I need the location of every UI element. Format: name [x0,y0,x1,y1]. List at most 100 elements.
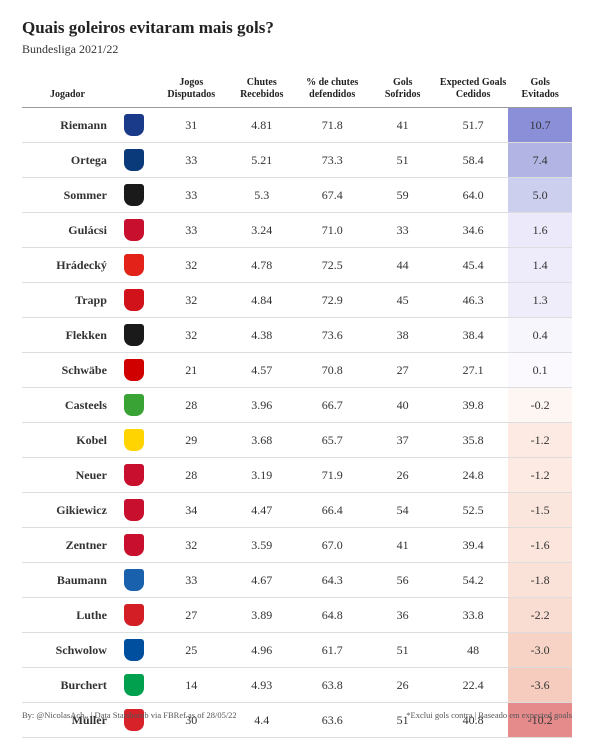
cell-avoided: 1.3 [508,283,572,318]
cell-xg: 39.4 [438,528,508,563]
cell-savepct: 73.6 [297,318,367,353]
cell-games: 33 [156,143,226,178]
cell-shots: 4.38 [227,318,297,353]
table-row: Schwolow254.9661.75148-3.0 [22,633,572,668]
cell-savepct: 63.6 [297,703,367,738]
cell-shots: 4.84 [227,283,297,318]
player-name: Gulácsi [22,213,113,248]
table-row: Flekken324.3873.63838.40.4 [22,318,572,353]
cell-shots: 4.78 [227,248,297,283]
column-header: Jogador [22,71,113,108]
cell-avoided: -3.6 [508,668,572,703]
cell-savepct: 64.8 [297,598,367,633]
team-crest [113,388,156,423]
table-row: Casteels283.9666.74039.8-0.2 [22,388,572,423]
cell-shots: 5.21 [227,143,297,178]
cell-shots: 3.96 [227,388,297,423]
cell-goals: 44 [367,248,437,283]
table-row: Burchert144.9363.82622.4-3.6 [22,668,572,703]
cell-xg: 38.4 [438,318,508,353]
table-row: Kobel293.6865.73735.8-1.2 [22,423,572,458]
column-header: Expected GoalsCedidos [438,71,508,108]
cell-avoided: -0.2 [508,388,572,423]
cell-goals: 26 [367,668,437,703]
cell-savepct: 72.5 [297,248,367,283]
table-row: Luthe273.8964.83633.8-2.2 [22,598,572,633]
team-crest [113,353,156,388]
cell-savepct: 66.4 [297,493,367,528]
cell-savepct: 73.3 [297,143,367,178]
team-crest [113,178,156,213]
cell-avoided: 0.4 [508,318,572,353]
player-name: Casteels [22,388,113,423]
cell-shots: 3.59 [227,528,297,563]
cell-avoided: -10.2 [508,703,572,738]
footer: By: @NicolasAch_ | Data Statsbomb via FB… [22,710,572,720]
cell-shots: 4.81 [227,108,297,143]
cell-xg: 51.7 [438,108,508,143]
cell-shots: 4.57 [227,353,297,388]
cell-xg: 34.6 [438,213,508,248]
cell-avoided: -1.6 [508,528,572,563]
team-crest [113,213,156,248]
footer-credit: By: @NicolasAch_ | Data Statsbomb via FB… [22,710,237,720]
player-name: Baumann [22,563,113,598]
cell-games: 33 [156,178,226,213]
cell-goals: 56 [367,563,437,598]
player-name: Kobel [22,423,113,458]
team-crest [113,318,156,353]
cell-games: 32 [156,283,226,318]
player-name: Zentner [22,528,113,563]
crest-icon [124,464,144,486]
page-title: Quais goleiros evitaram mais gols? [22,18,572,38]
cell-avoided: -2.2 [508,598,572,633]
crest-icon [124,289,144,311]
player-name: Neuer [22,458,113,493]
cell-shots: 3.89 [227,598,297,633]
cell-avoided: 10.7 [508,108,572,143]
cell-savepct: 71.9 [297,458,367,493]
cell-goals: 38 [367,318,437,353]
cell-xg: 33.8 [438,598,508,633]
player-name: Ortega [22,143,113,178]
cell-goals: 41 [367,528,437,563]
player-name: Luthe [22,598,113,633]
cell-savepct: 61.7 [297,633,367,668]
cell-shots: 5.3 [227,178,297,213]
column-header [113,71,156,108]
cell-savepct: 66.7 [297,388,367,423]
cell-xg: 46.3 [438,283,508,318]
table-row: Gikiewicz344.4766.45452.5-1.5 [22,493,572,528]
cell-savepct: 67.0 [297,528,367,563]
cell-savepct: 70.8 [297,353,367,388]
cell-xg: 22.4 [438,668,508,703]
table-row: Schwäbe214.5770.82727.10.1 [22,353,572,388]
cell-games: 28 [156,388,226,423]
crest-icon [124,674,144,696]
cell-games: 32 [156,248,226,283]
player-name: Gikiewicz [22,493,113,528]
cell-avoided: 5.0 [508,178,572,213]
crest-icon [124,394,144,416]
cell-games: 30 [156,703,226,738]
cell-games: 34 [156,493,226,528]
cell-goals: 33 [367,213,437,248]
cell-goals: 51 [367,143,437,178]
cell-xg: 45.4 [438,248,508,283]
cell-shots: 4.4 [227,703,297,738]
cell-savepct: 64.3 [297,563,367,598]
cell-savepct: 71.0 [297,213,367,248]
team-crest [113,143,156,178]
cell-avoided: -3.0 [508,633,572,668]
cell-xg: 58.4 [438,143,508,178]
cell-goals: 27 [367,353,437,388]
crest-icon [124,534,144,556]
team-crest [113,458,156,493]
footer-note: *Exclui gols contra | Baseado em expecte… [406,710,572,720]
team-crest [113,668,156,703]
team-crest [113,563,156,598]
table-row: Sommer335.367.45964.05.0 [22,178,572,213]
cell-shots: 3.68 [227,423,297,458]
cell-games: 29 [156,423,226,458]
team-crest [113,283,156,318]
